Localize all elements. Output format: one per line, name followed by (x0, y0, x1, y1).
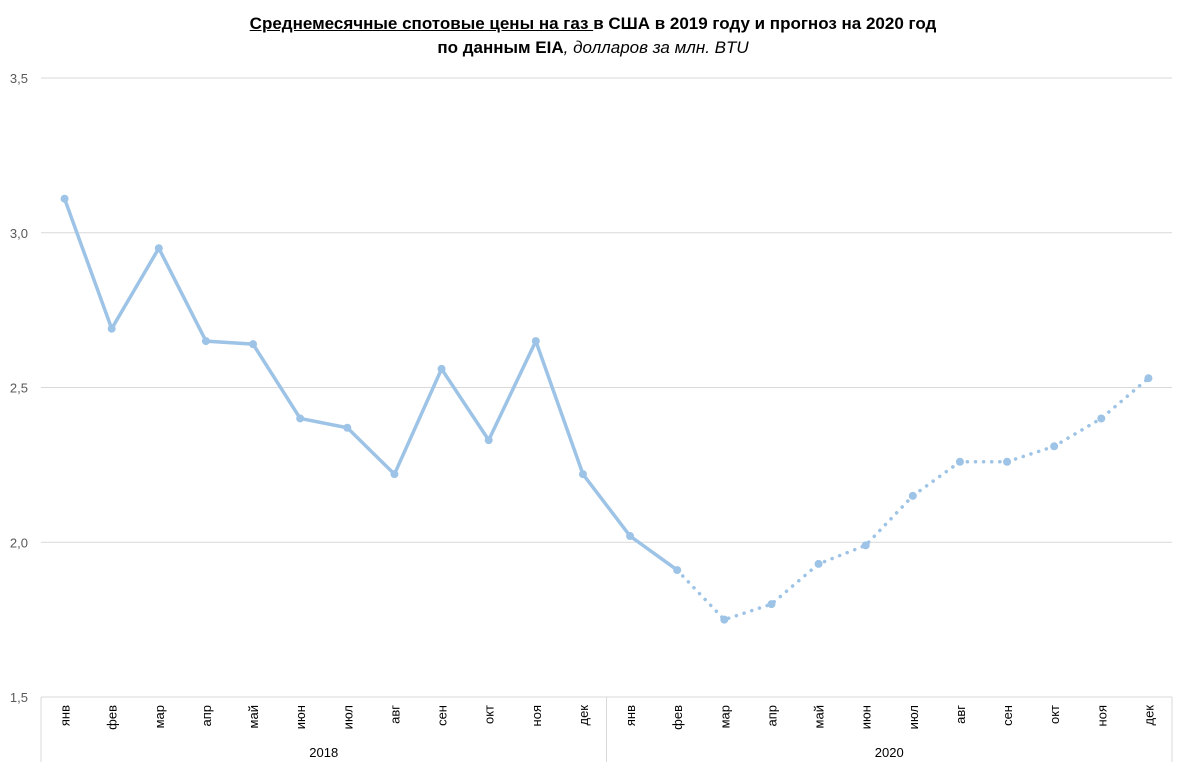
data-point (154, 244, 163, 253)
x-tick-label: апр (764, 705, 779, 727)
x-tick-label: авг (953, 705, 968, 724)
x-tick-label: апр (199, 705, 214, 727)
data-point (437, 364, 446, 373)
data-point (531, 337, 540, 346)
x-tick-label: сен (1000, 705, 1015, 726)
data-point (720, 615, 729, 624)
y-tick-label: 1,5 (10, 690, 28, 705)
data-point (1097, 414, 1106, 423)
chart-title: Среднемесячные спотовые цены на газ в СШ… (0, 12, 1186, 60)
x-tick-label: июл (906, 705, 921, 729)
x-tick-label: сен (435, 705, 450, 726)
chart-title-line-1: Среднемесячные спотовые цены на газ в СШ… (0, 12, 1186, 36)
data-point (107, 324, 116, 333)
x-axis: янв фев мар апр май июн июл авг сен окт ноя дек янв ф… (40, 696, 1173, 762)
y-axis: 1,5 2,0 2,5 3,0 3,5 (10, 71, 28, 705)
y-tick-label: 2,0 (10, 535, 28, 550)
data-point (484, 436, 493, 445)
data-point (60, 194, 69, 203)
chart-title-part-2: в США в 2019 году и прогноз на 2020 год (593, 14, 937, 33)
data-point (955, 457, 964, 466)
gridlines (41, 77, 1172, 543)
data-point (390, 470, 399, 479)
data-point (1050, 442, 1059, 451)
x-tick-label: дек (1141, 705, 1156, 726)
x-tick-label: июн (859, 705, 874, 729)
y-tick-label: 2,5 (10, 381, 28, 396)
data-point (908, 491, 917, 500)
series-line-actual (62, 196, 679, 572)
data-point (249, 340, 258, 349)
y-tick-label: 3,5 (10, 71, 28, 86)
chart-title-line-2: по данным EIA, долларов за млн. BTU (0, 36, 1186, 60)
series-gas-price (60, 194, 1153, 624)
x-tick-label: фев (105, 705, 120, 730)
chart-title-part-1: Среднемесячные спотовые цены на газ (249, 14, 594, 33)
group-label: 2018 (309, 745, 338, 760)
data-point (861, 541, 870, 550)
x-tick-label: дек (576, 705, 591, 726)
data-point (626, 532, 635, 541)
data-point (296, 414, 305, 423)
data-point (673, 566, 682, 575)
data-point (1003, 457, 1012, 466)
x-tick-label: окт (482, 705, 497, 724)
x-tick-label: янв (623, 705, 638, 726)
y-tick-label: 3,0 (10, 226, 28, 241)
x-tick-label: май (246, 705, 261, 728)
data-point (578, 470, 587, 479)
chart-title-part-4: , долларов за млн. BTU (563, 38, 749, 57)
x-tick-label: окт (1047, 705, 1062, 724)
group-label: 2020 (875, 745, 904, 760)
data-point (767, 600, 776, 609)
x-tick-label: авг (387, 705, 402, 724)
chart-title-part-3: по данным EIA (437, 38, 564, 57)
x-tick-label: ноя (529, 705, 544, 726)
data-point (1144, 374, 1153, 383)
x-tick-label: ноя (1094, 705, 1109, 726)
data-point (201, 337, 210, 346)
x-tick-label: янв (58, 705, 73, 726)
x-tick-label: май (812, 705, 827, 728)
x-tick-label: мар (717, 705, 732, 728)
data-point (814, 559, 823, 568)
x-tick-label: фев (670, 705, 685, 730)
x-tick-label: мар (152, 705, 167, 728)
data-point (343, 423, 352, 432)
x-tick-label: июл (340, 705, 355, 729)
x-tick-label: июн (293, 705, 308, 729)
